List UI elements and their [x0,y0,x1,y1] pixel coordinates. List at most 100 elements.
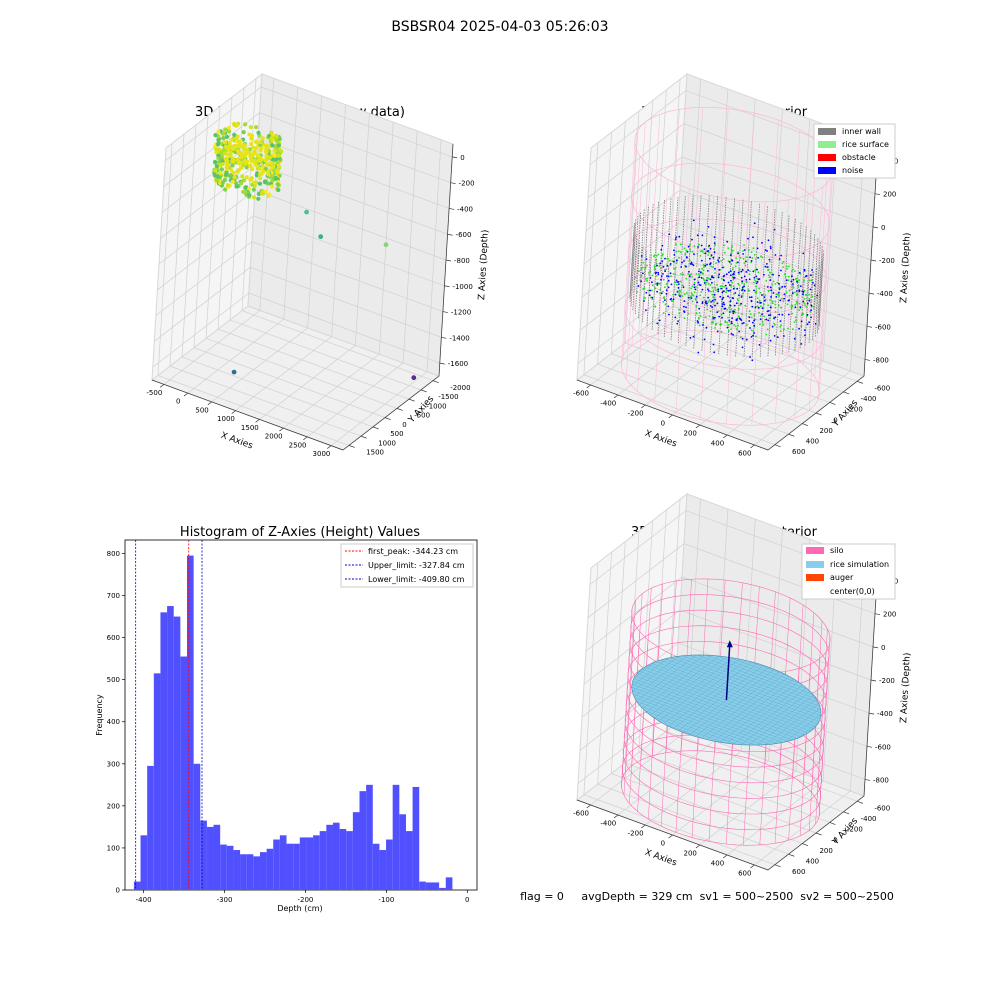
raw-point [275,170,280,175]
simulation-plot-surface [621,578,831,846]
histogram-bar [253,856,260,890]
classify-plot-points [621,106,834,426]
raw-point [230,159,235,164]
classify-rice-point [803,298,806,300]
classify-xgrid-line [644,98,756,406]
histogram-bar [153,673,161,890]
classify-noise-point [750,299,753,302]
histogram-bar [206,826,214,890]
classify-plot-xlabel: X Axies [643,429,678,450]
classify-inner-wall-mark [641,250,648,323]
classify-noise-point [714,304,716,307]
classify-noise-point [709,257,711,260]
classify-ztick [864,359,871,361]
classify-noise-point [701,288,704,291]
classify-xtick-label: 0 [661,419,665,427]
raw-point [276,187,281,193]
simulation-surface-gridline [631,657,669,687]
classify-noise-point [674,316,677,319]
classify-noise-point [668,313,670,316]
classify-rice-point [758,299,761,302]
classify-inner-wall-mark [712,196,719,269]
simulation-xtick [586,804,591,809]
raw-point [212,159,218,165]
classify-noise-point [709,305,712,307]
classify-rice-point [719,285,722,288]
classify-noise-point [790,280,793,283]
classify-noise-point [670,283,673,286]
classify-noise-point [798,289,801,292]
classify-rice-point [737,324,740,327]
classify-rice-point [664,286,666,289]
legend-swatch-rice-surface [818,141,836,148]
classify-rice-point [741,282,743,284]
simulation-xtick [723,854,728,859]
raw-point [270,143,275,148]
raw-point [247,193,252,198]
classify-noise-point [781,313,784,316]
classify-noise-point [657,273,660,276]
classify-noise-point [799,306,802,308]
classify-rice-point [720,313,723,316]
classify-rice-point [782,266,784,268]
classify-rice-point [711,321,714,323]
classify-rice-point [699,250,702,253]
classify-noise-point [696,234,699,237]
classify-rice-point [643,287,645,290]
classify-noise-point [806,314,809,316]
simulation-silo-line [623,623,635,796]
classify-rice-point [725,291,727,294]
classify-silo-line [637,168,652,392]
raw-ztick-label: -800 [454,257,470,265]
histogram-bar [273,839,280,890]
classify-silo-line [621,143,636,368]
classify-noise-point [712,317,715,319]
classify-inner-wall-mark [790,218,796,292]
classify-rice-point [767,274,770,277]
classify-rice-point [743,262,746,264]
classify-noise-point [802,293,804,296]
classify-rice-point [730,263,733,265]
classify-rice-point [737,251,740,254]
classify-noise-point [702,324,704,326]
classify-rice-point [708,299,711,302]
classify-noise-point [755,275,758,278]
simulation-ytick [857,800,863,804]
classify-noise-point [769,247,772,250]
classify-rice-point [800,325,803,328]
classify-silo-line [623,132,638,356]
classify-rice-point [686,302,689,305]
classify-noise-point [704,252,707,255]
raw-point [257,181,263,186]
classify-rice-point [792,328,794,331]
simulation-surface-gridline [658,658,740,722]
classify-noise-point [700,244,703,247]
classify-noise-point [742,253,744,255]
classify-noise-point [660,248,663,251]
raw-xtick-label: 3000 [313,450,331,458]
classify-noise-point [761,313,763,316]
classify-noise-point [677,281,680,283]
histogram-ylabel: Frequency [95,694,104,736]
classify-inner-wall-mark [663,265,669,338]
classify-noise-point [697,246,699,248]
raw-ygrid-line [193,115,386,418]
histogram-bar [167,606,174,890]
classify-noise-point [673,254,676,256]
classify-rice-point [690,273,693,275]
classify-noise-point [707,226,710,228]
legend-label-noise: noise [842,166,863,175]
raw-point [216,129,221,134]
histogram-bar [173,616,181,890]
classify-rice-point [727,247,730,250]
classify-rice-point [732,278,735,281]
raw-point [219,167,224,172]
simulation-ztick-label: -800 [873,776,889,784]
classify-xtick [668,414,673,419]
classify-rice-point [697,317,700,319]
classify-noise-point [693,278,696,281]
classify-rice-point [712,290,715,292]
classify-rice-point [774,303,777,306]
classify-rice-point [767,269,769,272]
raw-ytick [348,445,355,448]
